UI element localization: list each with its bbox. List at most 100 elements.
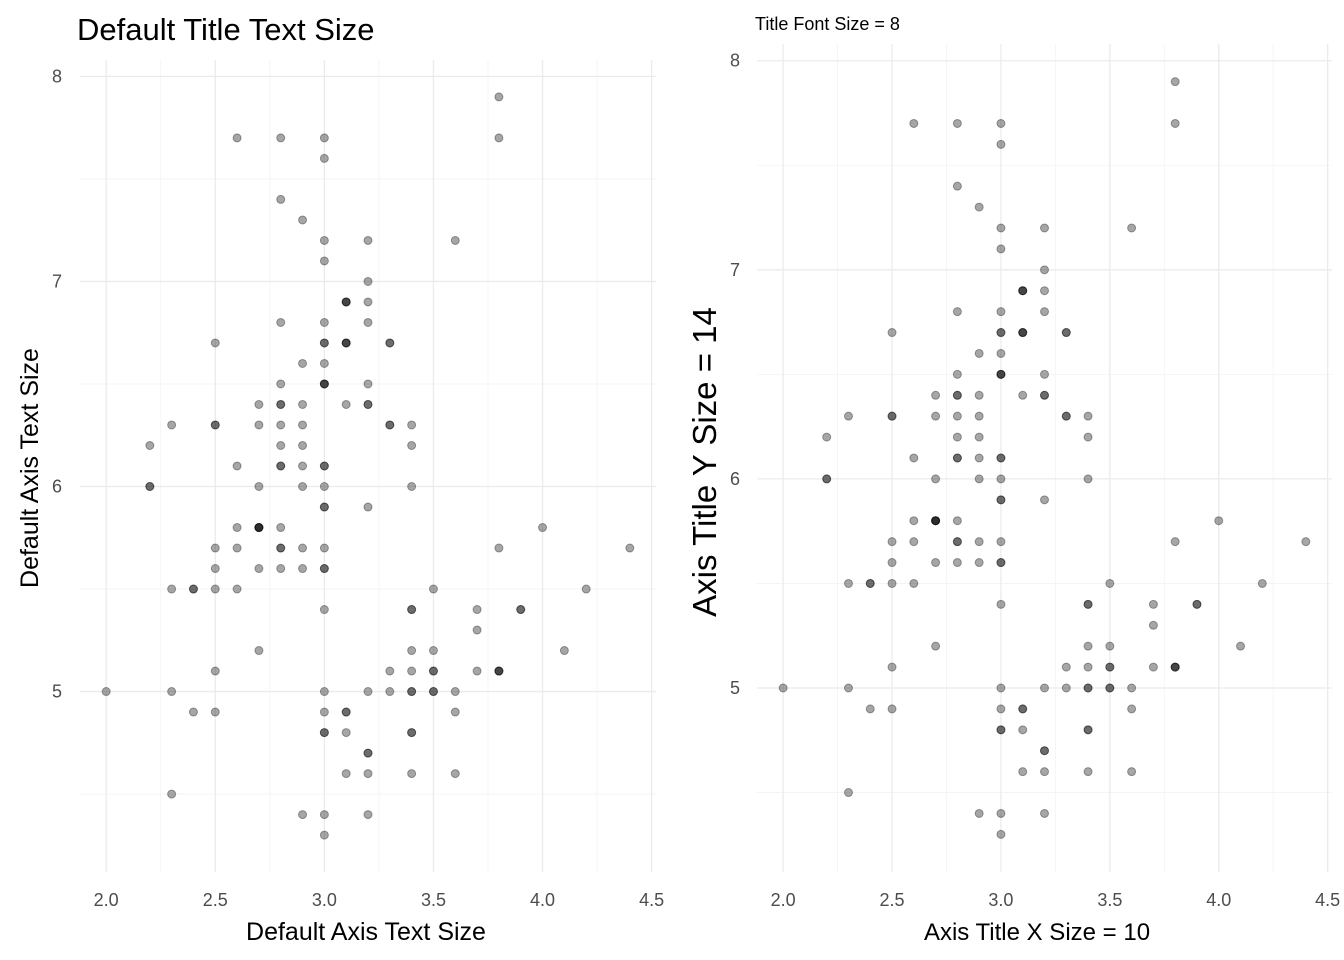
data-point [232, 584, 242, 594]
data-point [952, 118, 962, 128]
data-point [188, 707, 198, 717]
data-point [996, 453, 1006, 463]
data-point [428, 646, 438, 656]
data-point [887, 411, 897, 421]
y-tick-label: 7 [52, 271, 62, 291]
data-point [1040, 683, 1049, 693]
data-point [931, 390, 941, 400]
x-tick-label: 3.0 [988, 890, 1013, 910]
data-point [319, 133, 329, 143]
data-point [996, 683, 1006, 693]
data-point [1083, 662, 1093, 672]
data-point [996, 328, 1006, 338]
data-point [996, 558, 1006, 568]
data-point [865, 704, 875, 714]
y-axis-title: Axis Title Y Size = 14 [686, 307, 723, 617]
chart-title: Title Font Size = 8 [755, 14, 900, 34]
data-point [363, 297, 373, 307]
data-point [428, 687, 438, 697]
data-point [1061, 411, 1071, 421]
data-point [909, 578, 919, 588]
data-point [974, 474, 984, 484]
data-point [341, 707, 351, 717]
y-tick-label: 6 [52, 477, 62, 497]
data-point [909, 516, 919, 526]
data-point [1083, 725, 1093, 735]
data-point [363, 502, 373, 512]
chart-title: Default Title Text Size [77, 12, 375, 47]
data-point [407, 440, 417, 450]
data-point [625, 543, 635, 553]
data-point [363, 769, 373, 779]
data-point [101, 687, 111, 697]
data-point [319, 317, 329, 327]
data-point [319, 564, 329, 574]
data-point [1170, 662, 1180, 672]
data-point [1018, 286, 1028, 296]
data-point [254, 523, 264, 533]
y-tick-label: 5 [730, 678, 740, 698]
data-point [952, 537, 962, 547]
data-point [363, 399, 373, 409]
data-point [996, 725, 1006, 735]
data-point [996, 599, 1006, 609]
data-point [407, 646, 417, 656]
data-point [254, 523, 264, 533]
data-point [952, 432, 962, 442]
data-point [363, 379, 373, 389]
data-point [254, 523, 264, 533]
data-point [1040, 746, 1049, 756]
data-point [952, 181, 962, 191]
data-point [385, 338, 395, 348]
data-point [232, 543, 242, 553]
data-point [1105, 662, 1115, 672]
data-point [996, 244, 1006, 254]
chart-panel-1: 2.0 2.5 3.0 3.5 4.0 4.5 5 6 7 8 Default Title Text… [16, 12, 664, 946]
data-point [559, 646, 569, 656]
data-point [319, 502, 329, 512]
data-point [952, 516, 962, 526]
data-point [1127, 767, 1137, 777]
data-point [407, 687, 417, 697]
data-point [996, 118, 1006, 128]
data-point [1018, 286, 1028, 296]
data-point [407, 666, 417, 676]
data-point [298, 564, 308, 574]
data-point [822, 474, 832, 484]
data-point [232, 133, 242, 143]
data-point [843, 578, 853, 588]
data-point [996, 369, 1006, 379]
data-point [385, 338, 395, 348]
x-tick-label: 4.0 [1206, 890, 1231, 910]
data-point [1040, 767, 1049, 777]
data-point [319, 564, 329, 574]
data-point [1040, 286, 1049, 296]
data-point [1083, 599, 1093, 609]
data-point [210, 584, 220, 594]
data-point [145, 482, 155, 492]
data-point [319, 256, 329, 266]
data-point [1061, 411, 1071, 421]
data-point [996, 725, 1006, 735]
data-point [996, 558, 1006, 568]
data-point [210, 707, 220, 717]
data-point [319, 605, 329, 615]
data-point [887, 328, 897, 338]
data-point [363, 317, 373, 327]
data-point [298, 399, 308, 409]
data-point [1105, 662, 1115, 672]
data-point [341, 297, 351, 307]
data-point [909, 537, 919, 547]
data-point [428, 584, 438, 594]
data-point [1040, 808, 1049, 818]
data-point [276, 379, 286, 389]
data-point [210, 543, 220, 553]
data-point [363, 276, 373, 286]
data-point [1214, 516, 1224, 526]
data-point [407, 482, 417, 492]
data-point [996, 808, 1006, 818]
data-point [363, 748, 373, 758]
data-point [516, 605, 526, 615]
data-point [450, 235, 460, 245]
data-point [494, 92, 504, 102]
